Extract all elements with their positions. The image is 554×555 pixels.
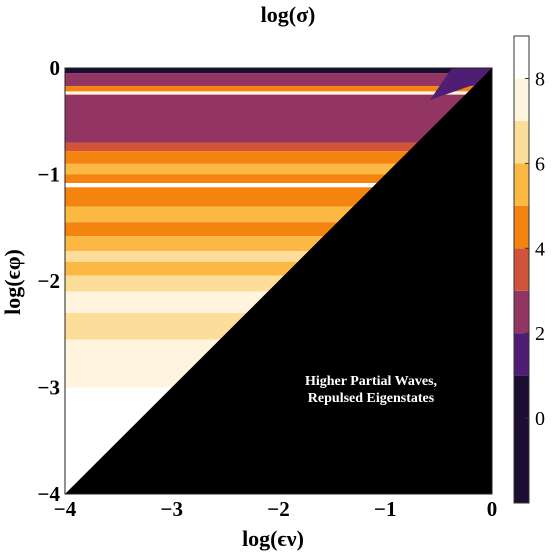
y-tick-label: −4 (38, 482, 61, 506)
colorbar-level (514, 163, 529, 206)
masked-region (65, 68, 492, 494)
colorbar-level (514, 375, 529, 503)
heatmap-band (65, 251, 492, 262)
heatmap-band (65, 163, 492, 175)
colorbar-level (514, 205, 529, 249)
heatmap-band (65, 183, 492, 188)
colorbar-level (514, 333, 529, 376)
annotation: Higher Partial Waves, Repulsed Eigenstat… (305, 374, 437, 406)
colorbar-level (514, 120, 529, 164)
x-axis-ticks: −4 −3 −2 −1 0 (54, 497, 497, 521)
x-tick-label: −1 (374, 497, 396, 521)
annotation-line-1: Higher Partial Waves, (305, 374, 437, 389)
x-tick-label: −3 (161, 497, 183, 521)
x-tick-label: 0 (487, 497, 498, 521)
plot-area (64, 67, 493, 495)
colorbar-tick-label: 8 (535, 68, 545, 90)
heatmap-band (65, 174, 492, 184)
colorbar-tick-label: 0 (535, 408, 545, 430)
y-axis-label: log(ϵφ) (0, 249, 25, 315)
y-axis-ticks: 0 −1 −2 −3 −4 (38, 56, 61, 506)
colorbar-level (514, 290, 529, 334)
colorbar-level (514, 78, 529, 121)
annotation-line-2: Repulsed Eigenstates (308, 391, 435, 406)
colorbar-frame (513, 35, 530, 504)
colorbar-tick-label: 6 (535, 153, 545, 175)
x-axis-label: log(ϵν) (242, 526, 304, 551)
heatmap-band (65, 94, 492, 143)
heatmap-band (65, 91, 492, 95)
colorbar-tick-label: 2 (535, 323, 545, 345)
x-tick-label: −2 (267, 497, 289, 521)
y-tick-label: −2 (38, 269, 60, 293)
colorbar: 8 6 4 2 0 (513, 35, 545, 504)
y-tick-label: −1 (38, 163, 60, 187)
plot-frame (64, 67, 493, 495)
heatmap-band (65, 151, 492, 164)
heatmap-edge-region (429, 68, 492, 100)
chart-title: log(σ) (261, 2, 316, 27)
colorbar-tick-label: 4 (535, 238, 545, 260)
y-tick-label: 0 (50, 56, 61, 80)
colorbar-level (514, 248, 529, 291)
heatmap-band (65, 68, 492, 74)
heatmap-band (65, 142, 492, 152)
colorbar-level (514, 36, 529, 79)
y-tick-label: −3 (38, 376, 60, 400)
heatmap-band (65, 73, 492, 87)
x-tick-label: −4 (54, 497, 77, 521)
heatmap-band (65, 86, 492, 92)
